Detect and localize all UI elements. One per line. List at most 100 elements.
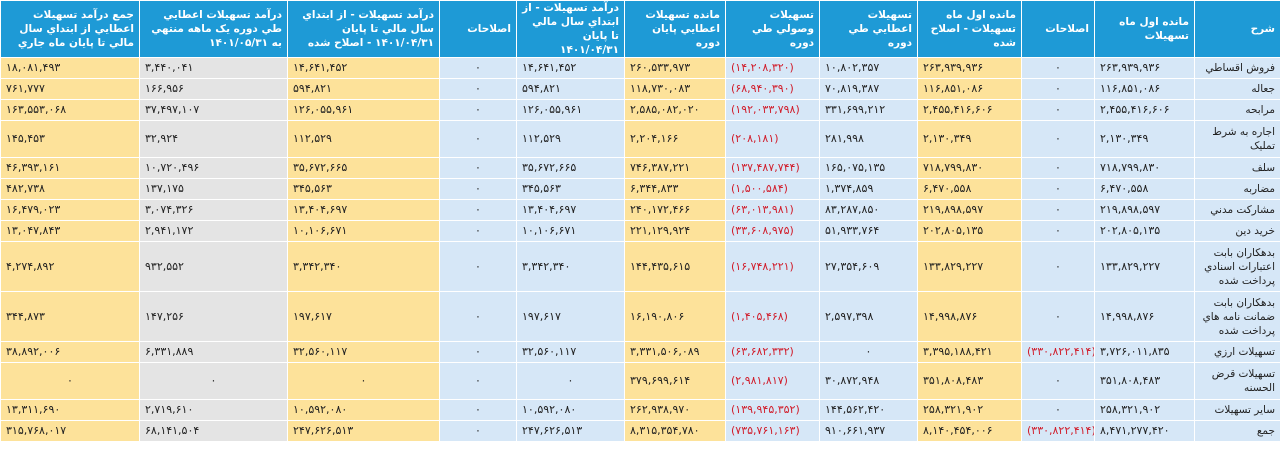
table-cell: ۱۶,۴۷۹,۰۲۳ bbox=[0, 199, 140, 221]
table-cell: ۶,۳۴۴,۸۳۳ bbox=[624, 178, 726, 200]
table-cell: ۱۰,۵۹۲,۰۸۰ bbox=[516, 399, 625, 421]
table-cell: ۰ bbox=[439, 341, 517, 363]
table-cell: ۸,۳۱۵,۳۵۴,۷۸۰ bbox=[624, 420, 726, 442]
table-row: مشارکت مدني ۲۱۹,۸۹۸,۵۹۷ ۰ ۲۱۹,۸۹۸,۵۹۷ ۸۳,۲۸۷… bbox=[0, 199, 1280, 221]
table-cell: ۱۳,۴۰۴,۶۹۷ bbox=[516, 199, 625, 221]
table-cell: ۴۸۲,۷۳۸ bbox=[0, 178, 140, 200]
column-header: جمع درآمد تسهيلات اعطايي از ابتداي سال م… bbox=[0, 0, 140, 58]
table-row: سلف ۷۱۸,۷۹۹,۸۳۰ ۰ ۷۱۸,۷۹۹,۸۳۰ ۱۶۵,۰۷۵,۱۳۵ (۱۳… bbox=[0, 157, 1280, 179]
table-cell: ۱۴,۹۹۸,۸۷۶ bbox=[917, 291, 1022, 342]
table-cell: ۱۴,۶۴۱,۴۵۲ bbox=[516, 57, 625, 79]
table-cell: ۷۱۸,۷۹۹,۸۳۰ bbox=[1094, 157, 1195, 179]
table-cell: ۰ bbox=[1021, 120, 1095, 158]
table-cell: ۱۳۳,۸۲۹,۲۲۷ bbox=[917, 241, 1022, 292]
table-cell: ۶,۴۷۰,۵۵۸ bbox=[917, 178, 1022, 200]
row-label: اجاره به شرط تمليک bbox=[1194, 120, 1280, 158]
table-cell: ۰ bbox=[439, 241, 517, 292]
table-cell: ۲,۵۸۵,۰۸۲,۰۲۰ bbox=[624, 99, 726, 121]
table-cell: ۳۵,۶۷۲,۶۶۵ bbox=[516, 157, 625, 179]
table-cell: ۹۳۲,۵۵۲ bbox=[139, 241, 288, 292]
column-header: اصلاحات bbox=[439, 0, 517, 58]
table-row: فروش اقساطي ۲۶۳,۹۳۹,۹۳۶ ۰ ۲۶۳,۹۳۹,۹۳۶ ۱۰,۸۰۲… bbox=[0, 57, 1280, 79]
table-cell: ۶,۳۳۱,۸۸۹ bbox=[139, 341, 288, 363]
column-header: مانده اول ماه تسهيلات bbox=[1094, 0, 1195, 58]
table-cell: ۱۳,۳۱۱,۶۹۰ bbox=[0, 399, 140, 421]
table-cell: ۳,۴۴۰,۰۴۱ bbox=[139, 57, 288, 79]
table-cell: ۱۴۴,۴۳۵,۶۱۵ bbox=[624, 241, 726, 292]
column-header: مانده تسهيلات اعطايي پايان دوره bbox=[624, 0, 726, 58]
table-cell: ۰ bbox=[1021, 220, 1095, 242]
table-cell: ۱۳۷,۱۷۵ bbox=[139, 178, 288, 200]
table-cell: ۲۴۷,۶۲۶,۵۱۳ bbox=[516, 420, 625, 442]
table-cell: ۱۱۶,۸۵۱,۰۸۶ bbox=[1094, 78, 1195, 100]
table-cell: ۵۹۴,۸۲۱ bbox=[287, 78, 440, 100]
table-cell: ۲۷,۳۵۴,۶۰۹ bbox=[819, 241, 918, 292]
table-cell: ۰ bbox=[1021, 99, 1095, 121]
table-cell: ۳,۳۹۵,۱۸۸,۴۲۱ bbox=[917, 341, 1022, 363]
table-cell: ۱۶۵,۰۷۵,۱۳۵ bbox=[819, 157, 918, 179]
table-cell: ۲۱۹,۸۹۸,۵۹۷ bbox=[917, 199, 1022, 221]
table-cell: ۱۰,۵۹۲,۰۸۰ bbox=[287, 399, 440, 421]
table-cell: ۱۱۲,۵۲۹ bbox=[287, 120, 440, 158]
table-cell: ۳۸,۸۹۲,۰۰۶ bbox=[0, 341, 140, 363]
table-cell: ۳۷,۴۹۷,۱۰۷ bbox=[139, 99, 288, 121]
table-cell: ۱۴,۹۹۸,۸۷۶ bbox=[1094, 291, 1195, 342]
table-cell: ۶,۴۷۰,۵۵۸ bbox=[1094, 178, 1195, 200]
table-cell: (۲,۹۸۱,۸۱۷) bbox=[725, 362, 820, 400]
table-cell: ۷۴۶,۳۸۷,۲۲۱ bbox=[624, 157, 726, 179]
table-cell: ۰ bbox=[439, 220, 517, 242]
table-cell: ۸,۴۷۱,۲۷۷,۴۲۰ bbox=[1094, 420, 1195, 442]
row-label: خريد دين bbox=[1194, 220, 1280, 242]
table-cell: ۱,۳۷۴,۸۵۹ bbox=[819, 178, 918, 200]
column-header: تسهيلات اعطايي طي دوره bbox=[819, 0, 918, 58]
table-cell: ۲۵۸,۳۲۱,۹۰۲ bbox=[1094, 399, 1195, 421]
table-cell: ۰ bbox=[439, 157, 517, 179]
table-cell: (۱۶,۷۴۸,۲۲۱) bbox=[725, 241, 820, 292]
table-cell: (۶۳,۶۸۲,۳۳۲) bbox=[725, 341, 820, 363]
table-cell: ۱۶۳,۵۵۳,۰۶۸ bbox=[0, 99, 140, 121]
table-cell: ۲,۱۳۰,۳۴۹ bbox=[917, 120, 1022, 158]
table-cell: ۱۸,۰۸۱,۴۹۳ bbox=[0, 57, 140, 79]
row-label: تسهيلات قرض الحسنه bbox=[1194, 362, 1280, 400]
table-cell: ۲۴۷,۶۲۶,۵۱۳ bbox=[287, 420, 440, 442]
table-cell: ۰ bbox=[1021, 57, 1095, 79]
table-cell: ۰ bbox=[0, 362, 140, 400]
column-header: درآمد تسهيلات - از ابتداي سال مالي تا پا… bbox=[516, 0, 625, 58]
table-cell: ۳۲,۵۶۰,۱۱۷ bbox=[287, 341, 440, 363]
table-cell: ۲۱۹,۸۹۸,۵۹۷ bbox=[1094, 199, 1195, 221]
table-cell: ۷۶۱,۷۷۷ bbox=[0, 78, 140, 100]
table-cell: ۳۴۴,۸۷۳ bbox=[0, 291, 140, 342]
table-cell: ۱۳,۴۰۴,۶۹۷ bbox=[287, 199, 440, 221]
table-cell: ۳,۰۷۴,۳۲۶ bbox=[139, 199, 288, 221]
table-cell: ۲,۹۴۱,۱۷۲ bbox=[139, 220, 288, 242]
table-cell: ۲۶۰,۵۳۳,۹۷۳ bbox=[624, 57, 726, 79]
row-label: مرابحه bbox=[1194, 99, 1280, 121]
table-cell: ۴,۲۷۴,۸۹۲ bbox=[0, 241, 140, 292]
table-cell: (۱۳۹,۹۴۵,۳۵۲) bbox=[725, 399, 820, 421]
table-cell: ۱۶,۱۹۰,۸۰۶ bbox=[624, 291, 726, 342]
table-cell: ۱۴۵,۴۵۳ bbox=[0, 120, 140, 158]
table-cell: ۰ bbox=[1021, 362, 1095, 400]
table-cell: ۱۳,۰۴۷,۸۴۳ bbox=[0, 220, 140, 242]
table-cell: ۲,۲۰۴,۱۶۶ bbox=[624, 120, 726, 158]
table-row: خريد دين ۲۰۲,۸۰۵,۱۳۵ ۰ ۲۰۲,۸۰۵,۱۳۵ ۵۱,۹۳۳,۷۶… bbox=[0, 220, 1280, 242]
table-cell: ۷۱۸,۷۹۹,۸۳۰ bbox=[917, 157, 1022, 179]
table-cell: ۰ bbox=[1021, 399, 1095, 421]
row-label: مضاربه bbox=[1194, 178, 1280, 200]
table-cell: ۳۱۵,۷۶۸,۰۱۷ bbox=[0, 420, 140, 442]
table-cell: ۵۹۴,۸۲۱ bbox=[516, 78, 625, 100]
row-label: مشارکت مدني bbox=[1194, 199, 1280, 221]
table-cell: ۲,۵۹۷,۳۹۸ bbox=[819, 291, 918, 342]
table-cell: ۲۶۳,۹۳۹,۹۳۶ bbox=[917, 57, 1022, 79]
table-row: اجاره به شرط تمليک ۲,۱۳۰,۳۴۹ ۰ ۲,۱۳۰,۳۴۹ ۲۸۱… bbox=[0, 120, 1280, 158]
table-row: مضاربه ۶,۴۷۰,۵۵۸ ۰ ۶,۴۷۰,۵۵۸ ۱,۳۷۴,۸۵۹ (۱,۵۰۰… bbox=[0, 178, 1280, 200]
table-cell: ۰ bbox=[1021, 291, 1095, 342]
table-row: بدهکاران بابت ضمانت نامه هاي پرداخت شده ۱… bbox=[0, 291, 1280, 342]
table-row: تسهيلات ارزي ۳,۷۲۶,۰۱۱,۸۳۵ (۳۳۰,۸۲۲,۴۱۴) ۳,… bbox=[0, 341, 1280, 363]
table-cell: (۱,۴۰۵,۴۶۸) bbox=[725, 291, 820, 342]
table-cell: ۱۰,۱۰۶,۶۷۱ bbox=[287, 220, 440, 242]
table-cell: ۸,۱۴۰,۴۵۴,۰۰۶ bbox=[917, 420, 1022, 442]
table-cell: ۱۱۲,۵۲۹ bbox=[516, 120, 625, 158]
table-cell: ۴۶,۳۹۳,۱۶۱ bbox=[0, 157, 140, 179]
table-cell: (۲۰۸,۱۸۱) bbox=[725, 120, 820, 158]
